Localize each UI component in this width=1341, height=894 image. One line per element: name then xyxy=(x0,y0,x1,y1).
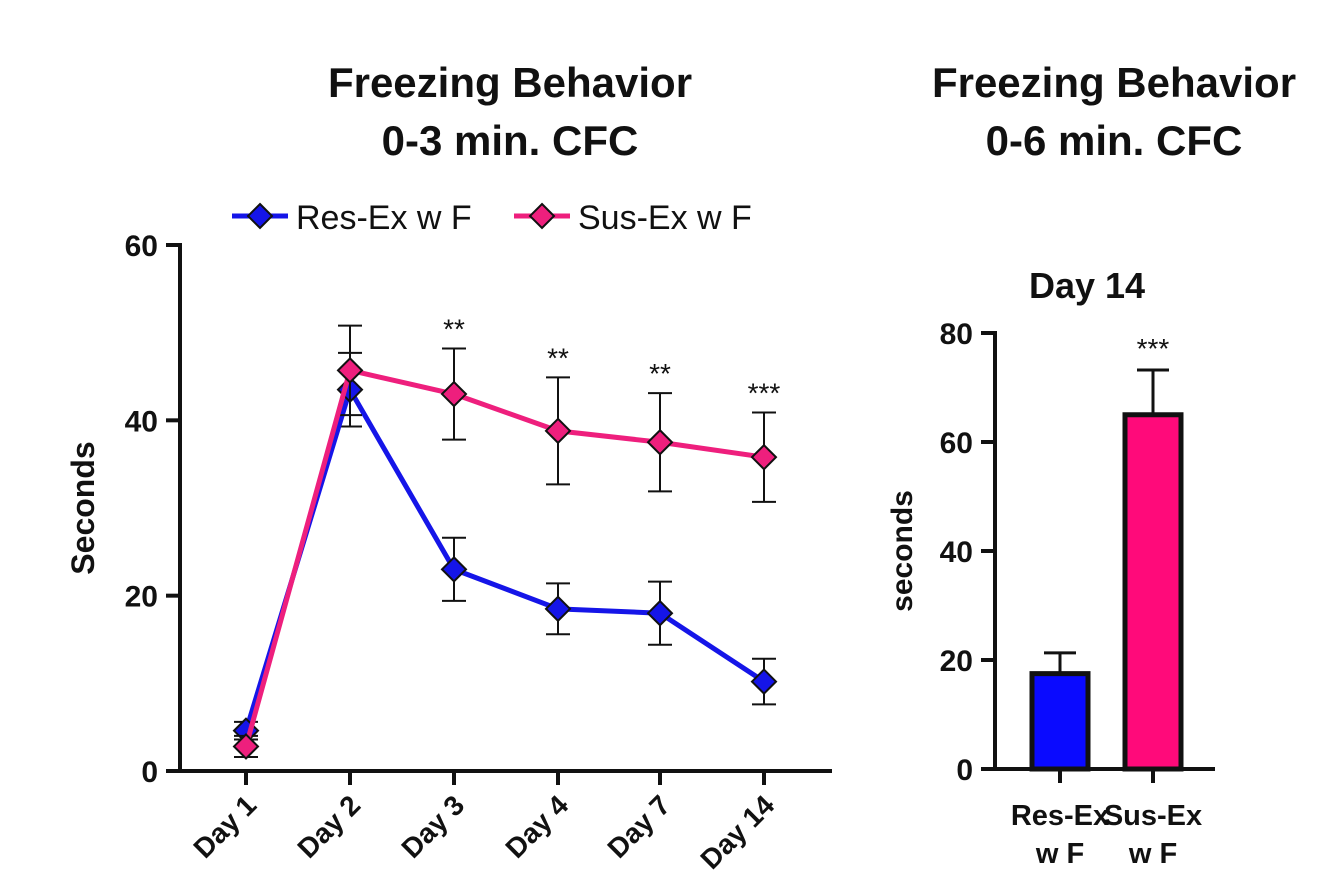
left-x-tick-label: Day 4 xyxy=(499,789,574,864)
significance-label: *** xyxy=(1137,333,1170,364)
right-plot: 0 20 40 60 80 Res-Ex w F Sus-Ex w F *** xyxy=(940,318,1215,870)
legend-marker-sus xyxy=(528,202,556,230)
data-point xyxy=(646,599,674,627)
right-y-tick-label: 80 xyxy=(940,318,973,351)
data-point xyxy=(440,380,468,408)
significance-label: ** xyxy=(443,313,465,344)
data-point xyxy=(336,356,364,384)
left-legend: Res-Ex w F Sus-Ex w F xyxy=(232,199,752,237)
left-y-tick-label: 60 xyxy=(125,230,158,263)
series-line-sus xyxy=(243,367,765,748)
right-y-tick-label: 0 xyxy=(956,754,973,787)
left-y-tick-label: 0 xyxy=(141,756,158,789)
data-point xyxy=(544,417,572,445)
legend-label-res: Res-Ex w F xyxy=(296,199,472,237)
left-x-tick-label: Day 3 xyxy=(395,789,470,864)
right-x-tick-label: Res-Ex xyxy=(1011,800,1109,832)
left-ylabel: Seconds xyxy=(65,441,101,574)
data-point xyxy=(750,668,778,695)
left-x-tick-label: Day 14 xyxy=(694,789,780,875)
right-subtitle: Day 14 xyxy=(1029,265,1145,306)
data-point xyxy=(750,443,778,471)
right-x-tick-label: Sus-Ex xyxy=(1104,800,1202,832)
left-x-tick-label: Day 1 xyxy=(187,789,262,864)
left-y-tick-label: 20 xyxy=(125,581,158,614)
left-title-line2: 0-3 min. CFC xyxy=(382,117,639,164)
right-title-line2: 0-6 min. CFC xyxy=(986,117,1243,164)
left-x-tick-label: Day 2 xyxy=(291,789,366,864)
significance-label: ** xyxy=(649,358,671,389)
significance-label: ** xyxy=(547,342,569,373)
right-x-tick-label: w F xyxy=(1035,838,1084,870)
bar-sus-ex xyxy=(1122,412,1184,772)
right-y-tick-label: 40 xyxy=(940,536,973,569)
data-point xyxy=(544,595,572,623)
right-y-tick-label: 20 xyxy=(940,645,973,678)
significance-label: *** xyxy=(748,377,781,408)
data-point xyxy=(440,555,468,583)
legend-label-sus: Sus-Ex w F xyxy=(578,199,752,237)
series-line-res xyxy=(243,387,766,732)
data-point xyxy=(232,733,260,760)
left-x-tick-label: Day 7 xyxy=(601,789,676,864)
left-plot: 0 20 40 60 Day 1 Day 2 Day 3 Day 4 Day 7 Day 14 **… xyxy=(125,230,832,875)
bar-res-ex xyxy=(1029,671,1091,772)
right-title-line1: Freezing Behavior xyxy=(932,59,1296,106)
right-x-tick-label: w F xyxy=(1128,838,1177,870)
right-ylabel: seconds xyxy=(886,490,919,612)
left-y-tick-label: 40 xyxy=(125,405,158,438)
left-title-line1: Freezing Behavior xyxy=(328,59,692,106)
legend-marker-res xyxy=(246,202,274,230)
data-point xyxy=(646,428,674,456)
right-y-tick-label: 60 xyxy=(940,427,973,460)
